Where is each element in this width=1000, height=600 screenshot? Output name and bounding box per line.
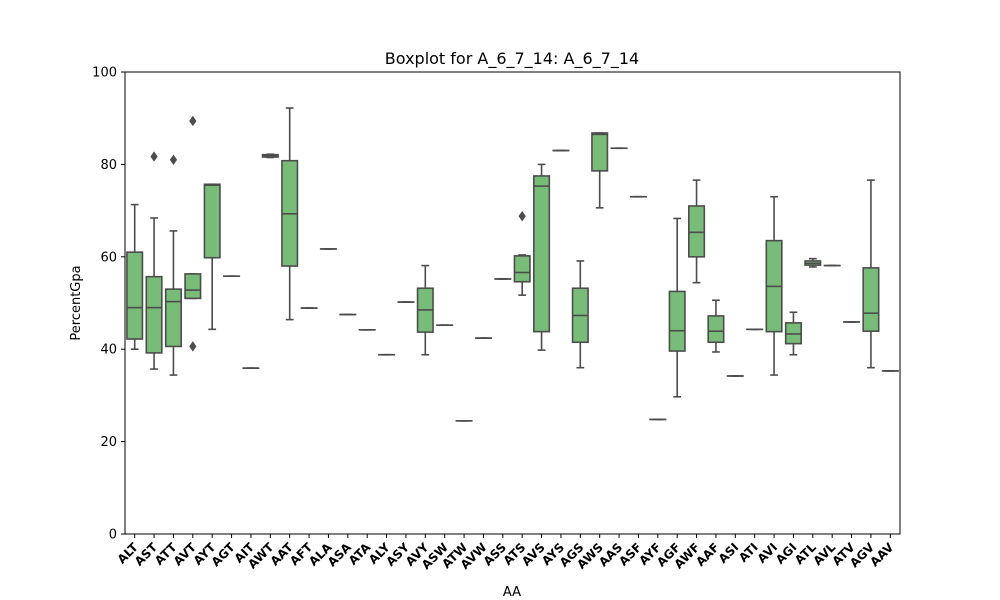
- box-iqr: [668, 290, 686, 352]
- y-tick-label: 0: [109, 528, 117, 543]
- box-ats: [513, 210, 531, 296]
- x-axis-ticks: ALTASTATTAVTAYTAGTAITAWTAATAFTALAASAATAA…: [115, 534, 897, 572]
- box-iqr: [707, 315, 725, 344]
- box-aws: [591, 132, 609, 209]
- y-axis-ticks: 0 20 40 60 80 100: [92, 66, 125, 543]
- box-agv: [862, 179, 880, 369]
- y-tick-label: 80: [100, 158, 117, 173]
- box-avs: [533, 163, 551, 351]
- plot-area: [126, 107, 899, 422]
- box-agf: [668, 217, 686, 398]
- box-iqr: [513, 255, 531, 283]
- chart-title: Boxplot for A_6_7_14: A_6_7_14: [385, 49, 639, 69]
- axes-frame: [124, 71, 901, 535]
- box-awf: [688, 179, 706, 284]
- y-tick-label: 20: [100, 435, 117, 450]
- box-avi: [765, 195, 783, 376]
- outlier-point: [150, 151, 158, 162]
- box-iqr: [533, 175, 551, 333]
- box-iqr: [145, 275, 163, 354]
- outlier-point: [189, 341, 197, 352]
- box-iqr: [126, 251, 144, 340]
- box-aat: [281, 107, 299, 321]
- outlier-point: [518, 210, 526, 222]
- box-agi: [784, 311, 802, 356]
- box-alt: [126, 203, 144, 351]
- outlier-point: [189, 115, 197, 127]
- outlier-point: [169, 154, 178, 165]
- box-iqr: [203, 183, 221, 259]
- box-ayt: [203, 183, 221, 331]
- box-aaf: [707, 299, 725, 353]
- box-iqr: [184, 273, 202, 300]
- box-iqr: [862, 267, 880, 332]
- y-axis-label: PercentGpa: [69, 265, 84, 340]
- box-avt: [184, 115, 202, 352]
- x-tick-label-aav: AAV: [867, 540, 897, 570]
- box-iqr: [688, 205, 706, 258]
- box-att: [164, 154, 182, 376]
- y-tick-label: 40: [100, 343, 117, 358]
- x-axis-label: AA: [503, 585, 521, 600]
- box-ast: [145, 151, 163, 370]
- box-iqr: [591, 132, 609, 172]
- y-tick-label: 60: [100, 250, 117, 265]
- box-iqr: [164, 288, 182, 348]
- box-atl: [804, 257, 822, 268]
- box-avy: [416, 264, 434, 356]
- box-ags: [571, 260, 589, 369]
- y-tick-label: 100: [92, 66, 117, 81]
- box-awt: [261, 153, 279, 159]
